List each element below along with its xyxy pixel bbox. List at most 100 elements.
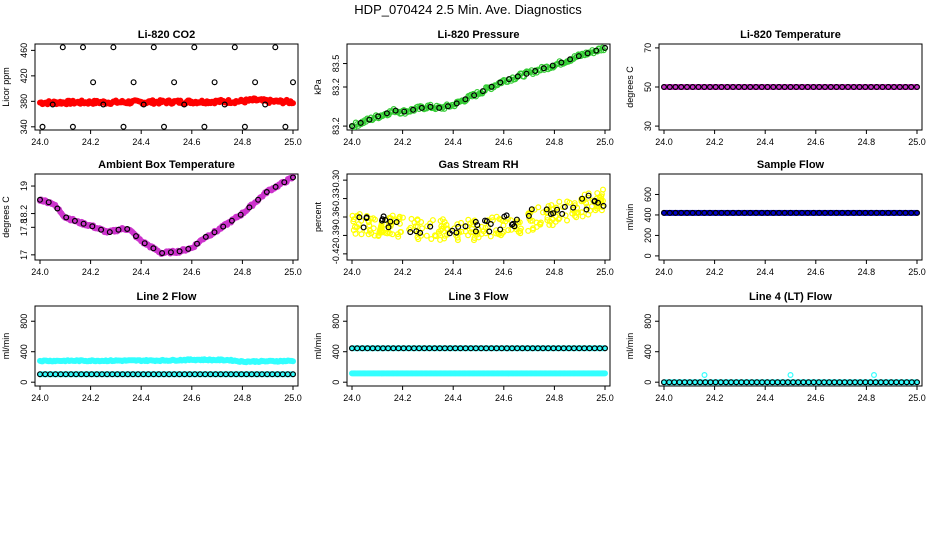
y-tick-label: 19 <box>19 181 29 191</box>
data-point <box>378 223 385 230</box>
x-tick-label: 25.0 <box>596 393 614 403</box>
data-point <box>798 83 805 90</box>
y-tick-label: 400 <box>643 207 653 222</box>
data-point <box>718 83 725 90</box>
data-point <box>191 44 198 51</box>
series-group <box>660 209 920 216</box>
data-point <box>517 227 524 234</box>
data-point <box>793 209 800 216</box>
x-tick-label: 24.0 <box>31 393 49 403</box>
data-point <box>444 225 451 232</box>
data-point <box>357 119 364 126</box>
data-point <box>472 218 479 225</box>
data-point <box>701 83 708 90</box>
data-point <box>133 233 140 240</box>
y-tick-label: 18.2 <box>19 205 29 223</box>
data-point <box>770 83 777 90</box>
x-tick-label: 24.6 <box>807 267 825 277</box>
data-point <box>39 123 46 130</box>
data-point <box>601 345 608 352</box>
x-tick-label: 25.0 <box>596 267 614 277</box>
data-point <box>896 209 903 216</box>
y-tick-label: 17.8 <box>19 219 29 237</box>
data-point <box>532 67 539 74</box>
y-axis-label: degrees C <box>1 196 11 238</box>
data-point <box>366 116 373 123</box>
data-point <box>282 123 289 130</box>
data-point <box>255 196 262 203</box>
x-tick-label: 24.4 <box>756 393 774 403</box>
data-point <box>410 106 417 113</box>
data-point <box>351 223 358 230</box>
plot-frame <box>34 173 299 261</box>
data-point <box>439 216 446 223</box>
data-point <box>386 230 393 237</box>
x-tick-label: 24.8 <box>546 137 564 147</box>
x-tick-label: 24.0 <box>655 393 673 403</box>
data-point <box>856 83 863 90</box>
x-tick-label: 24.4 <box>444 137 462 147</box>
x-tick-label: 24.6 <box>495 267 513 277</box>
data-point <box>879 83 886 90</box>
y-axis-label: Licor ppm <box>1 67 11 107</box>
panel-title: Line 3 Flow <box>449 291 509 303</box>
data-point <box>585 211 592 218</box>
data-point <box>241 123 248 130</box>
data-point <box>602 370 608 377</box>
data-point <box>90 79 97 86</box>
data-point <box>562 212 569 219</box>
data-point <box>689 83 696 90</box>
x-tick-label: 24.2 <box>82 393 100 403</box>
data-point <box>540 65 547 72</box>
data-point <box>844 83 851 90</box>
data-point <box>599 186 606 193</box>
y-tick-label: 0 <box>643 380 653 385</box>
y-tick-label: 70 <box>643 43 653 53</box>
data-point <box>567 56 574 63</box>
data-point <box>827 83 834 90</box>
data-point <box>272 183 279 190</box>
y-axis-label: ml/min <box>625 333 635 360</box>
y-tick-label: 800 <box>643 314 653 329</box>
data-point <box>417 229 424 236</box>
data-point <box>371 232 378 239</box>
data-point <box>167 249 174 256</box>
data-point <box>59 44 66 51</box>
data-point <box>355 221 362 228</box>
panel-title: Li-820 Temperature <box>740 29 841 41</box>
data-point <box>349 123 356 130</box>
data-point <box>678 83 685 90</box>
data-point <box>375 113 382 120</box>
series-group <box>36 356 297 378</box>
data-point <box>150 245 157 252</box>
data-point <box>509 221 516 228</box>
data-point <box>370 215 377 222</box>
x-tick-label: 24.8 <box>234 137 252 147</box>
data-point <box>455 223 462 230</box>
data-point <box>672 209 679 216</box>
data-point <box>599 204 606 211</box>
y-tick-label: 83.2 <box>331 117 341 135</box>
y-tick-label: 800 <box>331 314 341 329</box>
x-tick-label: 24.8 <box>546 393 564 403</box>
data-point <box>80 220 87 227</box>
y-tick-label: 50 <box>643 82 653 92</box>
data-point <box>583 206 590 213</box>
data-point <box>428 236 435 243</box>
data-point <box>821 83 828 90</box>
x-tick-label: 24.4 <box>756 137 774 147</box>
panel-title: Ambient Box Temperature <box>98 159 235 171</box>
data-point <box>237 211 244 218</box>
y-tick-label: -0.42 <box>331 244 341 265</box>
panel-title: Line 4 (LT) Flow <box>749 291 832 303</box>
panel-line3: Line 3 Flow ml/min 24.0 24.2 24.4 24.6 24.8 25.… <box>313 291 614 403</box>
data-point <box>159 250 166 257</box>
data-point <box>873 209 880 216</box>
x-tick-label: 25.0 <box>908 137 926 147</box>
y-tick-label: 460 <box>19 43 29 58</box>
data-point <box>450 101 457 108</box>
data-point <box>528 206 535 213</box>
x-tick-label: 25.0 <box>284 137 302 147</box>
data-point <box>263 189 270 196</box>
data-point <box>764 209 771 216</box>
